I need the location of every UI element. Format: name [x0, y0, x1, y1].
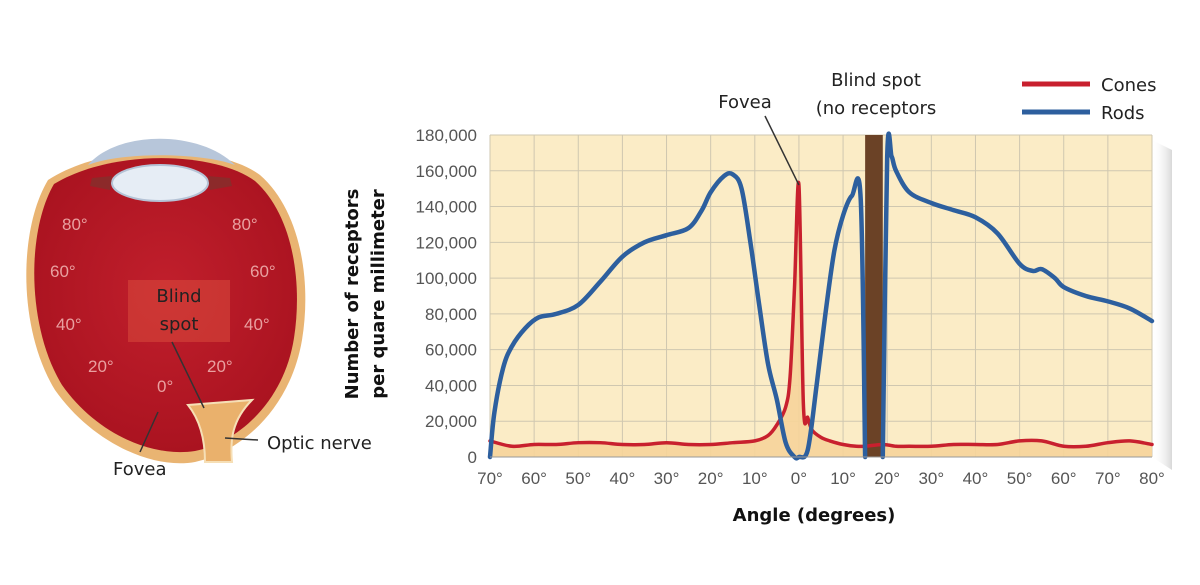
y-tick-label: 100,000: [416, 269, 477, 288]
eye-blind-spot-label-2: spot: [160, 314, 199, 335]
iris-left: [90, 176, 112, 190]
y-tick-label: 180,000: [416, 126, 477, 145]
eye-tick-40-right: 40°: [244, 315, 270, 334]
x-tick-label: 70°: [1095, 469, 1121, 488]
x-tick-label: 70°: [477, 469, 503, 488]
blind-spot-bar: [865, 135, 883, 457]
eye-tick-20-left: 20°: [88, 357, 114, 376]
x-tick-label: 10°: [742, 469, 768, 488]
y-tick-label: 140,000: [416, 198, 477, 217]
x-tick-label: 40°: [610, 469, 636, 488]
legend-rods-label: Rods: [1101, 103, 1145, 124]
x-tick-label: 30°: [654, 469, 680, 488]
y-tick-labels: 180,000 160,000 140,000 120,000 100,000 80,00…: [416, 126, 477, 467]
lens: [111, 164, 209, 202]
legend: Cones Rods: [1022, 75, 1156, 124]
x-tick-label: 50°: [565, 469, 591, 488]
y-tick-label: 40,000: [425, 376, 477, 395]
optic-nerve-leader: [224, 437, 259, 441]
fovea-leader: [139, 411, 159, 453]
blind-spot-annotation-2: (no receptors: [816, 98, 937, 119]
eye-tick-60-right: 60°: [250, 262, 276, 281]
y-tick-label: 120,000: [416, 233, 477, 252]
y-tick-label: 160,000: [416, 162, 477, 181]
x-tick-label: 0°: [791, 469, 807, 488]
x-tick-label: 10°: [830, 469, 856, 488]
x-tick-label: 80°: [1139, 469, 1165, 488]
y-tick-label: 20,000: [425, 412, 477, 431]
x-tick-label: 40°: [963, 469, 989, 488]
blind-spot-annotation-1: Blind spot: [831, 70, 921, 91]
series-lines: [487, 131, 1155, 461]
iris-right: [208, 176, 232, 190]
y-tick-label: 0: [468, 448, 477, 467]
blind-spot-box: [128, 280, 230, 342]
eye-diagram: 80° 80° 60° 60° 40° 40° 20° 20° 0° Blind…: [26, 138, 372, 480]
x-tick-label: 50°: [1007, 469, 1033, 488]
y-axis-title-line2: per quare millimeter: [368, 189, 389, 399]
eye-optic-nerve-label: Optic nerve: [267, 433, 372, 454]
plot-grid: [489, 134, 1153, 458]
rods-series-line: [487, 170, 868, 461]
cones-series-line: [488, 180, 1154, 449]
eye-blind-spot-label-1: Blind: [156, 286, 201, 307]
eye-tick-0: 0°: [157, 377, 173, 396]
plot-shadow: [1152, 140, 1172, 470]
x-tick-labels: 70° 60° 50° 40° 30° 20° 10° 0° 10° 20° 30° 40° 50° 60…: [477, 469, 1165, 488]
eye-fovea-label: Fovea: [113, 459, 166, 480]
legend-cones-label: Cones: [1101, 75, 1156, 96]
cornea: [88, 138, 235, 165]
eye-tick-80-right: 80°: [232, 215, 258, 234]
x-tick-label: 20°: [874, 469, 900, 488]
fovea-annotation-leader: [764, 115, 800, 186]
plot-background: [490, 135, 1152, 457]
y-tick-label: 80,000: [425, 305, 477, 324]
x-tick-label: 60°: [1051, 469, 1077, 488]
blind-spot-leader: [171, 341, 205, 409]
receptor-chart: 180,000 160,000 140,000 120,000 100,000 80,00…: [342, 70, 1172, 526]
x-axis-title: Angle (degrees): [733, 505, 896, 526]
rods-series-line: [880, 131, 1155, 460]
x-tick-label: 60°: [521, 469, 547, 488]
y-axis-title-line1: Number of receptors: [342, 189, 363, 400]
fovea-annotation: Fovea: [718, 92, 771, 113]
x-tick-label: 20°: [698, 469, 724, 488]
eye-tick-60-left: 60°: [50, 262, 76, 281]
eye-tick-40-left: 40°: [56, 315, 82, 334]
eye-tick-80-left: 80°: [62, 215, 88, 234]
y-tick-label: 60,000: [425, 341, 477, 360]
x-tick-label: 30°: [918, 469, 944, 488]
eye-tick-20-right: 20°: [207, 357, 233, 376]
optic-nerve: [186, 398, 255, 463]
